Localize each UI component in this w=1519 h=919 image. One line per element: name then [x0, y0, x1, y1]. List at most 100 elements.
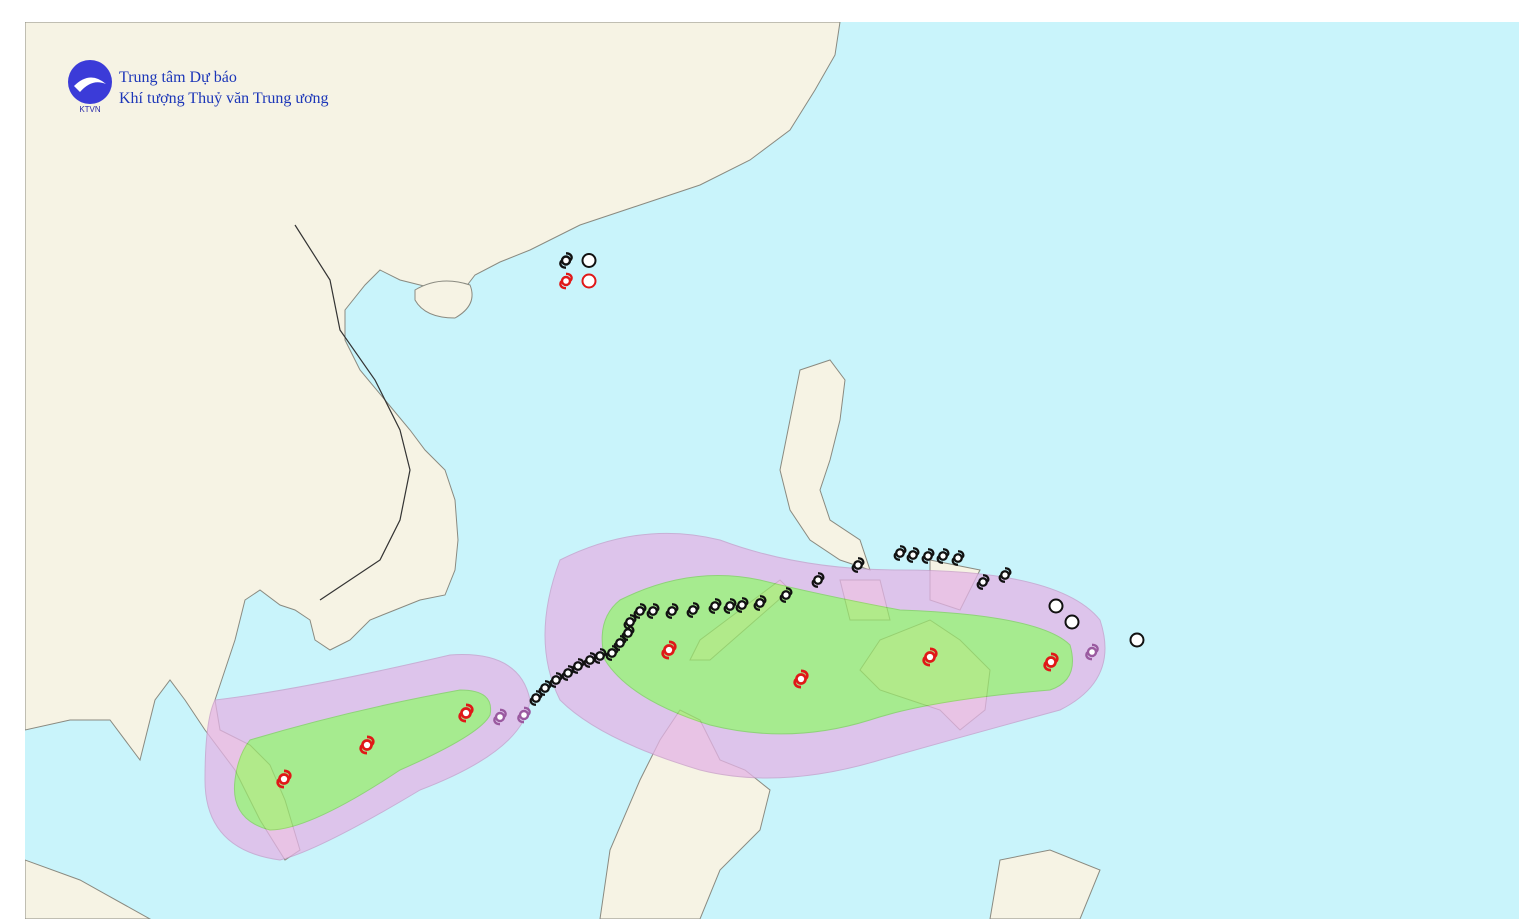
storm-eye	[737, 600, 747, 610]
storm-icon	[538, 680, 552, 696]
storm-icon	[1043, 652, 1059, 672]
storm-icon	[921, 548, 935, 564]
storm-icon	[517, 706, 531, 724]
past-position	[1064, 614, 1080, 630]
storm-icon	[976, 574, 990, 590]
storm-icon	[753, 595, 767, 611]
storm-eye	[813, 575, 823, 585]
storm-icon	[559, 252, 573, 269]
storm-icon	[951, 550, 965, 566]
storm-eye	[623, 628, 633, 638]
storm-eye	[560, 255, 572, 266]
storm-icon	[893, 545, 907, 561]
storm-icon	[359, 735, 375, 755]
logo-wave	[74, 77, 106, 92]
storm-icon	[708, 598, 722, 614]
storm-icon	[851, 557, 865, 573]
cones	[204, 532, 1106, 861]
storm-eye	[648, 606, 658, 616]
storm-icon	[735, 597, 749, 613]
storm-eye	[1086, 646, 1098, 658]
tembin-cone-center	[601, 575, 1073, 735]
storm-icon	[633, 603, 647, 619]
org-line: Khí tượng Thuỷ văn Trung ương	[119, 90, 329, 107]
storm-icon	[561, 665, 575, 681]
storm-eye	[585, 655, 595, 665]
sumatra	[25, 859, 152, 919]
storm-eye	[1045, 656, 1057, 668]
storm-icon	[1085, 643, 1099, 661]
storm-eye	[781, 590, 791, 600]
kaitak-cone-center	[233, 689, 492, 831]
storm-eye	[924, 651, 936, 663]
hainan	[414, 280, 473, 319]
storm-eye	[667, 606, 677, 616]
storm-icon	[458, 703, 474, 723]
storm-eye	[635, 606, 645, 616]
storm-icon	[549, 672, 563, 688]
storm-eye	[518, 709, 530, 721]
past-position	[581, 273, 597, 289]
storm-eye	[573, 661, 583, 671]
border-line	[294, 224, 411, 601]
storm-icon	[605, 645, 619, 661]
logo: KTVN Trung tâm Dự báo Khí tượng Thuỷ văn…	[68, 60, 329, 114]
storm-eye	[688, 605, 698, 615]
storm-eye	[615, 638, 625, 648]
storm-icon	[583, 652, 597, 668]
storm-icon	[922, 647, 938, 667]
storm-icon	[811, 572, 825, 588]
storm-eye	[895, 548, 905, 558]
storm-eye	[560, 275, 572, 287]
storm-eye	[923, 551, 933, 561]
storm-icon	[793, 669, 809, 689]
storm-icon	[665, 603, 679, 619]
past-position	[1048, 598, 1064, 614]
storm-eye	[494, 711, 506, 723]
storm-eye	[361, 739, 373, 751]
storm-eye	[607, 648, 617, 658]
storm-eye	[563, 668, 573, 678]
logo-text: KTVN	[79, 105, 101, 114]
storm-eye	[853, 560, 863, 570]
storm-eye	[1000, 570, 1010, 580]
storm-icon	[906, 547, 920, 563]
storm-eye	[710, 601, 720, 611]
storm-icon	[646, 603, 660, 619]
storm-icon	[276, 769, 292, 789]
org-line: Trung tâm Dự báo	[119, 69, 237, 86]
storm-icon	[559, 272, 573, 290]
storm-eye	[595, 651, 605, 661]
storm-icon	[661, 640, 677, 660]
storm-eye	[938, 551, 948, 561]
legend	[559, 252, 597, 290]
storm-eye	[278, 773, 290, 785]
storm-icon	[493, 708, 507, 726]
storm-icon	[529, 690, 543, 706]
storm-eye	[908, 550, 918, 560]
storm-icon	[723, 598, 737, 614]
storm-eye	[460, 707, 472, 719]
storm-eye	[978, 577, 988, 587]
storm-eye	[953, 553, 963, 563]
storm-eye	[725, 601, 735, 611]
storm-icon	[936, 548, 950, 564]
luzon	[779, 359, 871, 571]
storm-eye	[795, 673, 807, 685]
storm-eye	[540, 683, 550, 693]
storm-eye	[625, 617, 635, 627]
sulawesi	[989, 849, 1101, 919]
storm-icon	[998, 567, 1012, 583]
past-position	[581, 253, 597, 268]
storm-eye	[663, 644, 675, 656]
tracks	[276, 545, 1145, 789]
storm-icon	[686, 602, 700, 618]
map-body	[25, 22, 1519, 919]
past-position	[1129, 632, 1145, 648]
storm-icon	[779, 587, 793, 603]
storm-eye	[755, 598, 765, 608]
storm-eye	[531, 693, 541, 703]
